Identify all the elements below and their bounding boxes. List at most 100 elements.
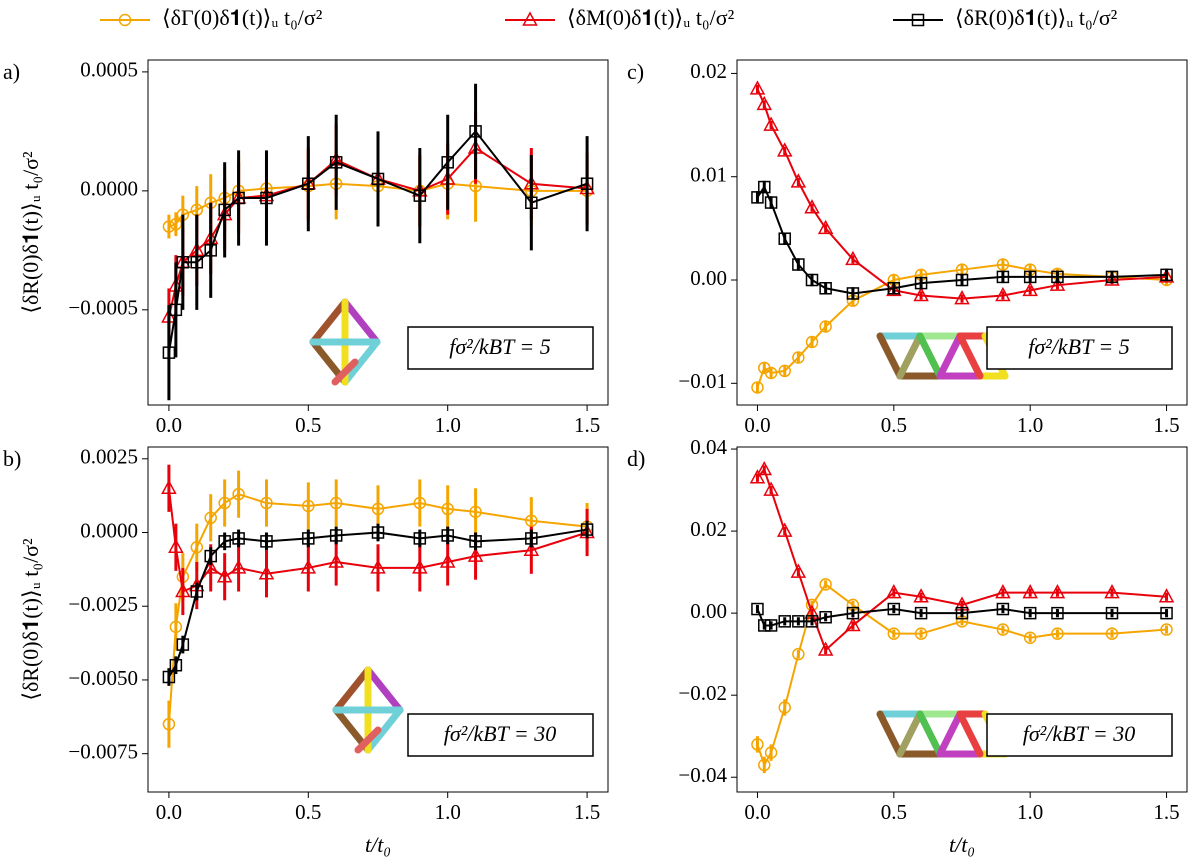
y-tick-label: −0.0005 (68, 296, 138, 320)
axes-frame (736, 446, 1188, 793)
marker (204, 511, 217, 525)
marker (790, 563, 807, 578)
y-tick-label: −0.01 (678, 369, 727, 393)
marker (845, 250, 861, 266)
y-tick-label: 0.0000 (80, 518, 138, 542)
marker (190, 541, 204, 554)
marker (190, 585, 204, 598)
marker (441, 156, 454, 169)
marker (1023, 606, 1037, 620)
series: ⟨δR(0)δ𝟏(t)⟩ᵤ t₀/σ² (162, 520, 594, 686)
marker (886, 584, 902, 599)
marker (792, 258, 805, 271)
marker (1022, 281, 1038, 297)
marker (955, 273, 969, 287)
marker (758, 180, 771, 194)
series-line (756, 467, 1167, 652)
marker (1023, 631, 1037, 645)
series: ⟨δM(0)δ𝟏(t)⟩ᵤ t₀/σ² (749, 460, 1175, 656)
marker (749, 469, 766, 484)
y-tick-label: 0.00 (690, 266, 727, 290)
marker (751, 191, 764, 204)
marker (216, 568, 233, 583)
annotation: fσ²/kBT = 5 (1028, 334, 1130, 359)
marker (329, 156, 343, 169)
x-tick-label: 0.0 (744, 413, 770, 437)
marker (913, 286, 929, 302)
marker (523, 541, 540, 556)
marker (805, 273, 819, 287)
x-tick-label: 0.0 (156, 800, 182, 824)
y-tick-label: 0.00 (690, 599, 727, 623)
marker (1104, 271, 1120, 286)
marker (439, 553, 456, 568)
marker (996, 602, 1010, 616)
marker (169, 303, 183, 317)
marker (758, 619, 771, 632)
marker (300, 559, 317, 574)
marker (778, 364, 791, 378)
annotation: fσ²/kBT = 5 (449, 334, 551, 359)
series-line (756, 608, 1167, 627)
y-tick-label: −0.04 (678, 763, 727, 787)
y-tick-label: 0.0005 (80, 58, 138, 82)
marker (819, 282, 832, 295)
marker (1105, 606, 1119, 620)
marker (162, 717, 176, 731)
marker (467, 547, 484, 562)
marker (525, 532, 538, 545)
marker (749, 80, 766, 95)
panel-label: a) (3, 59, 20, 84)
marker (756, 460, 773, 476)
annotation: fσ²/kBT = 30 (1023, 721, 1136, 746)
y-tick-label: 0.01 (690, 163, 727, 187)
marker (996, 258, 1010, 271)
marker (995, 286, 1011, 302)
series: ⟨δR(0)δ𝟏(t)⟩ᵤ t₀/σ² (751, 180, 1173, 300)
x-tick-label: 0.0 (744, 800, 770, 824)
marker (764, 619, 778, 632)
marker (260, 496, 273, 510)
marker (302, 499, 315, 513)
y-tick-label: −0.02 (678, 681, 727, 705)
marker (1051, 606, 1064, 620)
series: ⟨δΓ(0)δ𝟏(t)⟩ᵤ t₀/σ² (162, 470, 594, 748)
marker (371, 502, 385, 516)
marker (118, 13, 132, 27)
annotation-box (986, 326, 1173, 370)
marker (169, 658, 183, 672)
marker (913, 588, 929, 603)
marker (260, 191, 273, 205)
marker (819, 320, 832, 333)
marker (204, 244, 217, 257)
marker (751, 381, 764, 394)
marker (329, 496, 343, 510)
series-line (756, 88, 1167, 300)
octahedron-icon (332, 666, 404, 754)
marker (764, 746, 778, 759)
marker (845, 616, 861, 632)
x-tick-label: 0.5 (295, 800, 321, 824)
x-tick-label: 1.5 (574, 413, 600, 437)
marker (1160, 623, 1173, 636)
marker (169, 620, 183, 634)
marker (756, 95, 773, 111)
panel-label: d) (627, 446, 645, 471)
annotation-box (986, 713, 1173, 757)
marker (1022, 584, 1038, 599)
x-tick-label: 1.0 (1017, 413, 1043, 437)
plot-area: ⟨δΓ(0)δ𝟏(t)⟩ᵤ t₀/σ²⟨δM(0)δ𝟏(t)⟩ᵤ t₀/σ²⟨δ… (749, 460, 1175, 774)
x-tick-label: 0.5 (295, 413, 321, 437)
series-line (168, 182, 588, 228)
marker (441, 502, 454, 516)
series-line (756, 582, 1167, 768)
panel-label: c) (627, 59, 644, 84)
marker (1104, 584, 1120, 599)
marker (792, 615, 805, 628)
marker (413, 496, 427, 510)
marker (758, 758, 771, 772)
marker (763, 481, 779, 496)
y-tick-label: 0.0025 (80, 445, 138, 469)
marker (168, 538, 184, 554)
marker (162, 220, 176, 233)
